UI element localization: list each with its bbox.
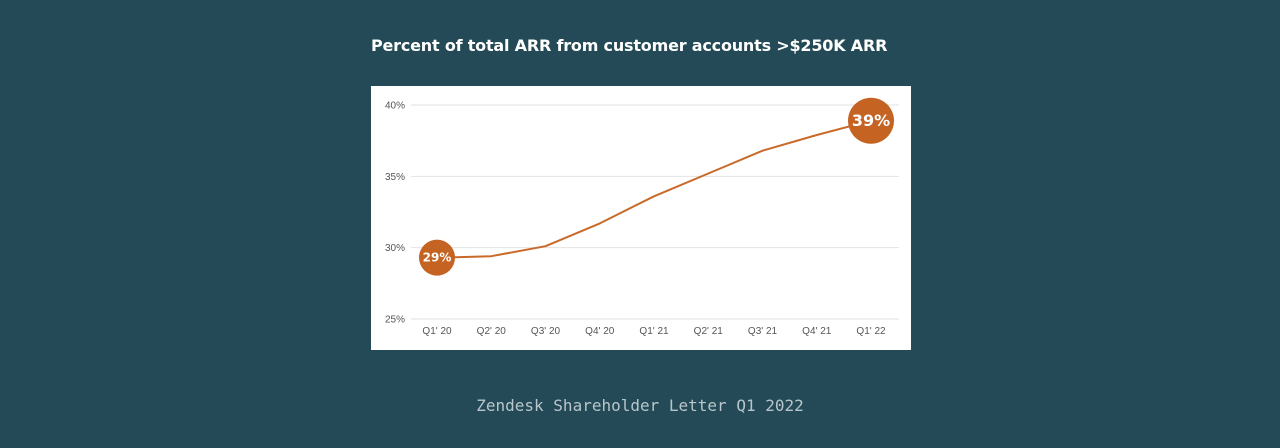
chart-title: Percent of total ARR from customer accou… (371, 36, 888, 55)
x-tick-label: Q4' 20 (585, 326, 615, 337)
data-point-marker (419, 239, 455, 276)
y-tick-label: 40% (385, 101, 405, 112)
x-tick-label: Q3' 20 (531, 326, 561, 337)
line-chart: 25% 30% 35% 40% Q1' 20 Q2' 20 Q3' 20 Q4' 20 Q1' … (385, 97, 899, 337)
data-label: 39% (852, 111, 890, 130)
series-line (436, 119, 872, 259)
x-tick-label: Q2' 20 (477, 326, 507, 337)
chart-panel: 25% 30% 35% 40% Q1' 20 Q2' 20 Q3' 20 Q4' 20 Q1' … (371, 86, 911, 350)
x-tick-label: Q4' 21 (802, 326, 832, 337)
x-tick-label: Q1' 21 (639, 326, 669, 337)
x-tick-label: Q2' 21 (694, 326, 724, 337)
y-tick-label: 35% (385, 172, 405, 183)
data-label: 29% (423, 251, 452, 265)
y-tick-label: 30% (385, 243, 405, 254)
x-tick-label: Q1' 20 (422, 326, 452, 337)
data-point-marker (848, 97, 894, 144)
x-tick-label: Q1' 22 (856, 326, 886, 337)
y-tick-label: 25% (385, 315, 405, 326)
x-tick-label: Q3' 21 (748, 326, 778, 337)
source-caption: Zendesk Shareholder Letter Q1 2022 (476, 396, 804, 415)
